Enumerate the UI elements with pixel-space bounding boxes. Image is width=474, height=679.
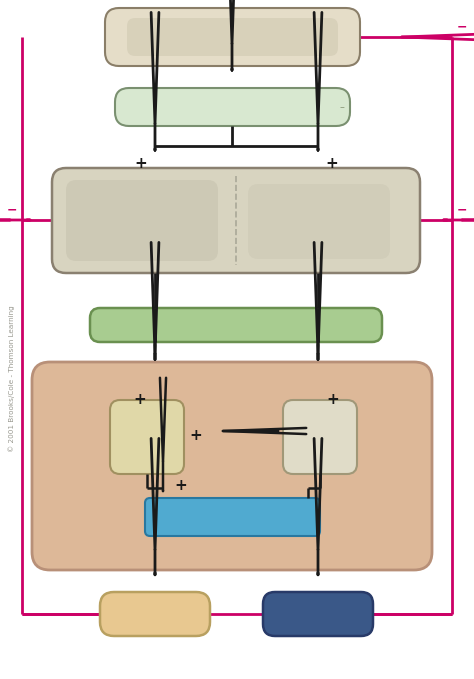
FancyBboxPatch shape <box>127 18 338 56</box>
FancyBboxPatch shape <box>248 184 390 259</box>
FancyBboxPatch shape <box>110 400 184 474</box>
FancyBboxPatch shape <box>105 8 360 66</box>
Text: © 2001 Brooks/Cole - Thomson Learning: © 2001 Brooks/Cole - Thomson Learning <box>9 306 15 452</box>
Text: +: + <box>134 392 146 407</box>
Text: −: − <box>457 20 467 33</box>
FancyBboxPatch shape <box>263 592 373 636</box>
FancyBboxPatch shape <box>100 592 210 636</box>
Text: −: − <box>457 204 467 217</box>
Text: +: + <box>174 479 187 494</box>
Text: +: + <box>326 156 338 172</box>
Text: +: + <box>190 428 202 443</box>
FancyBboxPatch shape <box>32 362 432 570</box>
Text: −: − <box>7 204 17 217</box>
Text: +: + <box>135 156 147 172</box>
FancyBboxPatch shape <box>90 308 382 342</box>
Text: +: + <box>327 392 339 407</box>
FancyBboxPatch shape <box>52 168 420 273</box>
FancyBboxPatch shape <box>117 407 177 467</box>
FancyBboxPatch shape <box>115 88 350 126</box>
FancyBboxPatch shape <box>66 180 218 261</box>
FancyBboxPatch shape <box>290 407 350 467</box>
FancyBboxPatch shape <box>283 400 357 474</box>
Text: –: – <box>339 102 345 112</box>
FancyBboxPatch shape <box>145 498 320 536</box>
